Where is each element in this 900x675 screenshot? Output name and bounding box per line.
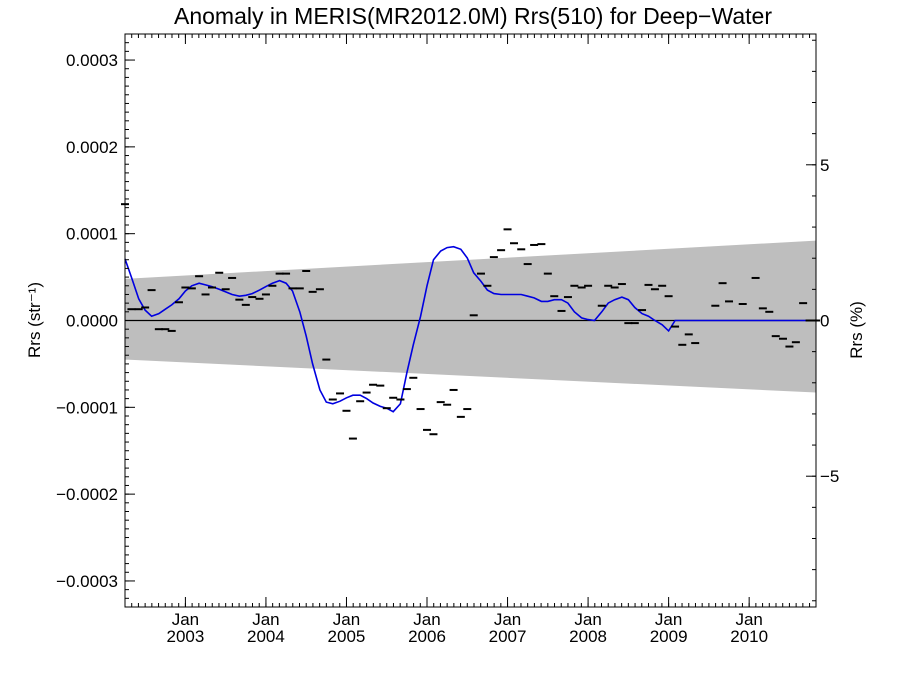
y-tick-label: 0.0001: [66, 225, 118, 244]
x-tick-month-label: Jan: [172, 610, 199, 629]
y-tick-label: −0.0002: [56, 485, 118, 504]
monthly-series-layer: [121, 203, 820, 440]
axes-layer: 0.0003 0.0002 0.0001 0.0000 −0.0001 −0.0002 −0…: [56, 33, 839, 646]
x-tick-year-label: 2010: [730, 627, 768, 646]
x-tick-year-label: 2008: [569, 627, 607, 646]
y-tick-label: −0.0003: [56, 572, 118, 591]
y-right-tick-label: 0: [820, 312, 829, 331]
x-tick-month-label: Jan: [574, 610, 601, 629]
chart-title: Anomaly in MERIS(MR2012.0M) Rrs(510) for…: [174, 3, 772, 29]
x-tick-month-label: Jan: [655, 610, 682, 629]
y-tick-label: 0.0000: [66, 312, 118, 331]
y-tick-label: 0.0003: [66, 51, 118, 70]
smoothed-series-layer: [124, 245, 816, 413]
x-tick-month-label: Jan: [494, 610, 521, 629]
x-tick-year-label: 2006: [408, 627, 446, 646]
y-axis-label-left: Rrs (str⁻¹): [25, 282, 44, 358]
uncertainty-band: [125, 240, 816, 393]
y-tick-label: 0.0002: [66, 138, 118, 157]
y-right-tick-label: 5: [820, 156, 829, 175]
x-tick-year-label: 2009: [650, 627, 688, 646]
y-axis-label-right: Rrs (%): [847, 301, 866, 359]
y-right-tick-label: −5: [820, 467, 839, 486]
x-tick-month-label: Jan: [252, 610, 279, 629]
uncertainty-band-layer: [125, 240, 816, 393]
x-tick-year-label: 2003: [166, 627, 204, 646]
x-tick-month-label: Jan: [735, 610, 762, 629]
x-tick-year-label: 2007: [489, 627, 527, 646]
x-tick-month-label: Jan: [413, 610, 440, 629]
x-tick-month-label: Jan: [333, 610, 360, 629]
x-tick-year-label: 2005: [328, 627, 366, 646]
y-tick-label: −0.0001: [56, 398, 118, 417]
x-tick-year-label: 2004: [247, 627, 285, 646]
smoothed-line: [124, 245, 816, 413]
